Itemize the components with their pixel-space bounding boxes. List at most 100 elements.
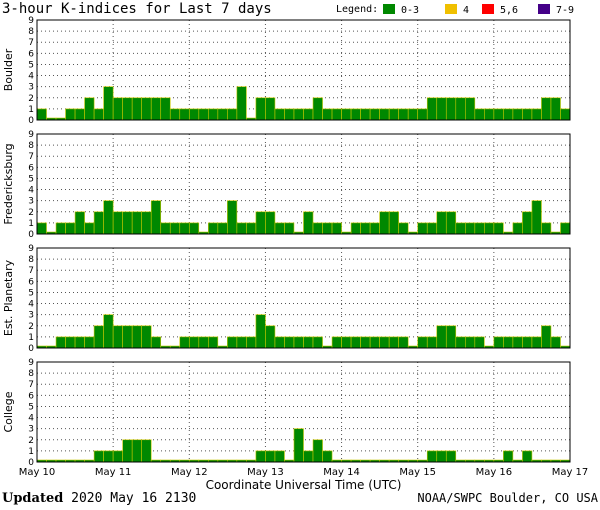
kp-bar [322, 108, 333, 121]
kp-bar [141, 325, 152, 349]
kp-bar [74, 336, 85, 349]
y-tick-label: 4 [28, 72, 34, 82]
kp-bar [360, 108, 371, 121]
kp-bar [188, 336, 200, 349]
kp-bar [303, 336, 314, 349]
kp-bar [84, 336, 95, 349]
kp-bar [284, 108, 295, 121]
kp-bar [65, 108, 76, 121]
kp-bar [246, 222, 257, 235]
y-tick-label: 3 [28, 197, 34, 207]
legend-swatch-5-6 [482, 4, 494, 14]
kp-bar [417, 336, 428, 349]
kp-bar [84, 97, 95, 121]
y-tick-label: 2 [28, 94, 34, 104]
kp-bar [512, 108, 523, 121]
kp-bar [150, 336, 162, 349]
kp-bar [522, 108, 533, 121]
kp-bar [93, 108, 104, 121]
kp-bar [541, 325, 552, 349]
kp-bar [255, 450, 266, 463]
kp-bar [141, 211, 152, 235]
kp-bar [522, 450, 533, 463]
kp-bar [417, 222, 428, 235]
x-tick-label: May 11 [95, 467, 132, 478]
kp-bar [503, 108, 514, 121]
y-tick-label: 7 [28, 380, 34, 390]
legend-label: Legend: [336, 4, 379, 15]
kp-bar [150, 97, 162, 121]
kp-bar [550, 97, 561, 121]
kp-bar [541, 222, 552, 235]
kp-bar [131, 97, 142, 121]
kp-bar [255, 97, 266, 121]
kp-bar [426, 450, 438, 463]
kp-bar [484, 222, 495, 235]
updated-line: Updated 2020 May 16 2130 [2, 491, 196, 506]
kp-bar [436, 97, 447, 121]
y-tick-label: 9 [28, 16, 34, 26]
kp-bar [179, 336, 190, 349]
kp-bar [388, 211, 399, 235]
kp-bar [274, 450, 285, 463]
y-tick-label: 6 [28, 277, 34, 287]
kp-bar [131, 211, 142, 235]
y-tick-label: 8 [28, 141, 34, 151]
kp-bar [331, 336, 342, 349]
y-tick-label: 0 [28, 230, 34, 240]
kp-bar [112, 450, 123, 463]
legend-text-5-6: 5,6 [500, 5, 519, 16]
kp-bar [312, 439, 323, 463]
legend-swatch-4 [445, 4, 457, 14]
y-tick-label: 8 [28, 27, 34, 37]
kp-bar [331, 108, 342, 121]
kp-bar [341, 336, 352, 349]
kp-bar [426, 97, 438, 121]
kp-bar [455, 97, 466, 121]
kp-bar [188, 222, 200, 235]
y-tick-label: 7 [28, 38, 34, 48]
kp-bar [560, 108, 571, 121]
kp-bar [465, 222, 476, 235]
kp-bar [379, 108, 390, 121]
kp-bar [303, 450, 314, 463]
kp-bar [436, 211, 447, 235]
kp-bar [541, 97, 552, 121]
kp-bar [493, 336, 504, 349]
y-tick-label: 0 [28, 344, 34, 354]
y-tick-label: 1 [28, 105, 34, 115]
kp-bar [65, 222, 76, 235]
y-tick-label: 3 [28, 311, 34, 321]
kp-bar [198, 336, 209, 349]
kp-bar [169, 108, 181, 121]
kp-bar [55, 222, 66, 235]
y-tick-label: 5 [28, 60, 34, 70]
kp-bar [131, 439, 142, 463]
panel-title: Boulder [2, 48, 15, 91]
kp-bar [474, 108, 485, 121]
x-tick-label: May 14 [323, 467, 360, 478]
kp-bar [236, 336, 247, 349]
kp-bar [465, 336, 476, 349]
y-tick-label: 9 [28, 244, 34, 254]
panel-title: College [2, 391, 15, 432]
kp-bar [227, 200, 238, 235]
kp-bar [255, 314, 266, 349]
kp-bar [350, 108, 361, 121]
kp-bar [36, 222, 47, 235]
kp-bar [103, 200, 114, 235]
kp-bar [160, 97, 171, 121]
kp-bar [84, 222, 95, 235]
kp-bar [417, 108, 428, 121]
kp-bar [265, 211, 276, 235]
kp-bar [531, 108, 542, 121]
y-tick-label: 6 [28, 163, 34, 173]
kp-bar [436, 450, 447, 463]
kp-bar [436, 325, 447, 349]
kp-bar [103, 450, 114, 463]
kp-bar [227, 108, 238, 121]
kp-bar [369, 222, 380, 235]
x-axis-title: Coordinate Universal Time (UTC) [206, 478, 402, 492]
